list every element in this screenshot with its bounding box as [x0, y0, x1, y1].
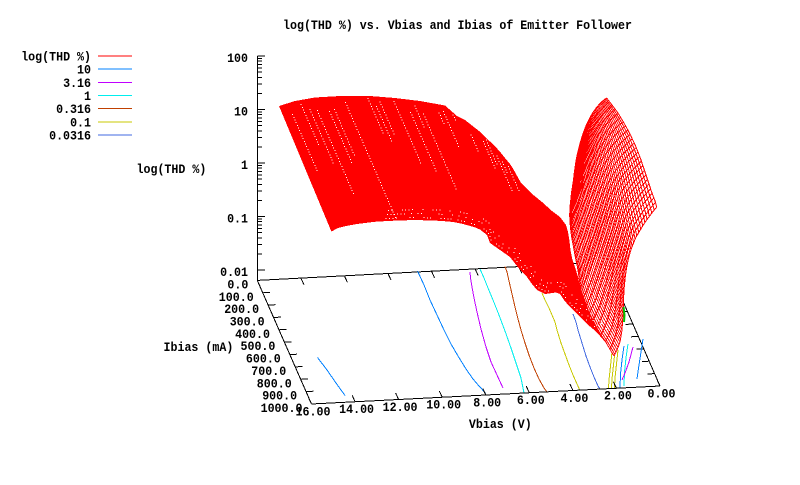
svg-text:10: 10: [77, 63, 91, 78]
svg-text:1: 1: [84, 89, 91, 104]
svg-text:200.0: 200.0: [224, 302, 259, 317]
svg-text:600.0: 600.0: [246, 352, 281, 367]
svg-text:0.0: 0.0: [227, 277, 248, 292]
svg-text:Vbias (V): Vbias (V): [469, 417, 532, 432]
svg-text:log(THD %) vs. Vbias and Ibias: log(THD %) vs. Vbias and Ibias of Emitte…: [283, 18, 632, 33]
svg-text:0.00: 0.00: [648, 386, 676, 401]
svg-text:log(THD %): log(THD %): [21, 50, 91, 65]
svg-text:16.00: 16.00: [296, 404, 331, 419]
svg-text:10: 10: [234, 105, 248, 120]
svg-text:2.00: 2.00: [604, 389, 632, 404]
svg-text:4.00: 4.00: [560, 391, 588, 406]
svg-text:0.1: 0.1: [70, 115, 91, 130]
svg-text:700.0: 700.0: [251, 364, 286, 379]
svg-text:1: 1: [241, 158, 248, 173]
svg-text:100.0: 100.0: [219, 290, 254, 305]
svg-text:10.00: 10.00: [426, 398, 461, 413]
svg-text:0.0316: 0.0316: [49, 129, 91, 144]
svg-text:6.00: 6.00: [517, 393, 545, 408]
svg-text:3.16: 3.16: [63, 76, 91, 91]
svg-text:400.0: 400.0: [235, 327, 270, 342]
svg-text:900.0: 900.0: [262, 389, 297, 404]
svg-text:8.00: 8.00: [473, 395, 501, 410]
svg-text:0.1: 0.1: [227, 212, 248, 227]
svg-text:300.0: 300.0: [230, 315, 265, 330]
svg-text:12.00: 12.00: [383, 400, 418, 415]
svg-text:500.0: 500.0: [241, 339, 276, 354]
svg-text:0.316: 0.316: [56, 102, 91, 117]
svg-text:800.0: 800.0: [257, 376, 292, 391]
svg-text:log(THD %): log(THD %): [137, 162, 207, 177]
svg-text:100: 100: [227, 51, 248, 66]
svg-text:0.01: 0.01: [220, 265, 248, 280]
svg-text:1000.0: 1000.0: [261, 401, 303, 416]
svg-text:14.00: 14.00: [339, 402, 374, 417]
svg-text:Ibias (mA): Ibias (mA): [164, 340, 234, 355]
